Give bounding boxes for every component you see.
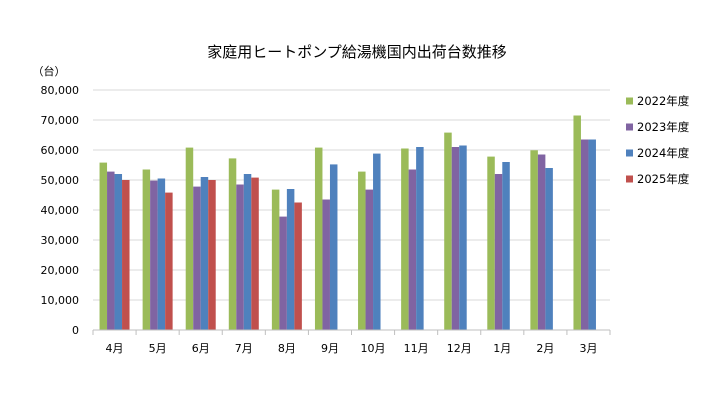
- bar: [530, 150, 538, 330]
- x-tick-label: 4月: [106, 342, 124, 355]
- bar: [107, 171, 115, 330]
- bar: [114, 174, 123, 330]
- legend-label: 2024年度: [637, 146, 690, 160]
- x-tick-label: 11月: [404, 342, 429, 355]
- legend-swatch: [626, 123, 633, 131]
- bar: [588, 139, 596, 330]
- bars: [99, 115, 596, 330]
- y-tick-label: 40,000: [41, 204, 80, 217]
- bar: [416, 147, 424, 330]
- bar: [251, 177, 259, 330]
- bar: [243, 174, 252, 330]
- bar: [537, 154, 546, 330]
- bar: [208, 180, 216, 330]
- bar: [580, 139, 589, 330]
- bar: [279, 216, 287, 330]
- y-axis-ticks: 0 10,000 20,000 30,000 40,000 50,000 60,000 70,…: [41, 84, 80, 337]
- bar: [286, 189, 295, 330]
- bar: [451, 147, 460, 330]
- x-tick-label: 12月: [447, 342, 472, 355]
- bar: [494, 174, 503, 330]
- bar: [365, 189, 374, 330]
- bar: [459, 145, 467, 330]
- x-tick-label: 10月: [361, 342, 386, 355]
- x-tick-label: 8月: [278, 342, 296, 355]
- bar: [228, 158, 237, 330]
- x-tick-label: 2月: [536, 342, 554, 355]
- bar: [373, 153, 381, 330]
- x-tick-label: 1月: [493, 342, 511, 355]
- bar: [165, 192, 173, 330]
- legend-swatch: [626, 97, 633, 105]
- y-axis-unit-label: （台）: [33, 64, 66, 78]
- y-tick-label: 60,000: [41, 144, 80, 157]
- bar: [314, 147, 323, 330]
- x-tick-label: 6月: [192, 342, 210, 355]
- bar: [122, 180, 130, 330]
- bar: [236, 184, 244, 330]
- bar: [294, 202, 302, 330]
- legend-swatch: [626, 175, 633, 183]
- chart-title: 家庭用ヒートポンプ給湯機国内出荷台数推移: [207, 43, 507, 61]
- y-tick-label: 0: [72, 324, 79, 337]
- x-tick-label: 5月: [149, 342, 167, 355]
- legend-swatch: [626, 149, 633, 157]
- bar: [545, 168, 553, 330]
- bar: [142, 169, 151, 330]
- bar: [322, 199, 330, 330]
- bar: [329, 164, 338, 330]
- bar: [401, 148, 409, 330]
- x-axis-ticks: 4月 5月 6月 7月 8月 9月 10月 11月 12月 1月 2月 3月: [106, 342, 598, 355]
- bar: [157, 178, 166, 330]
- bar: [502, 162, 510, 330]
- y-tick-label: 20,000: [41, 264, 80, 277]
- bar: [99, 162, 108, 330]
- bar: [444, 132, 452, 330]
- y-tick-label: 10,000: [41, 294, 80, 307]
- bar: [271, 189, 280, 330]
- y-tick-label: 50,000: [41, 174, 80, 187]
- bar: [185, 147, 194, 330]
- legend-label: 2025年度: [637, 172, 690, 186]
- x-tick-label: 9月: [321, 342, 339, 355]
- bar: [573, 115, 581, 330]
- x-axis: [92, 329, 611, 335]
- gridlines: [93, 89, 610, 301]
- y-tick-label: 80,000: [41, 84, 80, 97]
- bar: [200, 177, 209, 330]
- legend: 2022年度 2023年度 2024年度 2025年度: [626, 94, 690, 186]
- bar: [193, 186, 201, 330]
- legend-label: 2023年度: [637, 120, 690, 134]
- bar: [487, 156, 495, 330]
- legend-label: 2022年度: [637, 94, 690, 108]
- y-tick-label: 70,000: [41, 114, 80, 127]
- y-tick-label: 30,000: [41, 234, 80, 247]
- x-tick-label: 3月: [579, 342, 597, 355]
- bar: [408, 169, 417, 330]
- x-tick-label: 7月: [235, 342, 253, 355]
- bar: [150, 180, 158, 330]
- bar: [358, 171, 366, 330]
